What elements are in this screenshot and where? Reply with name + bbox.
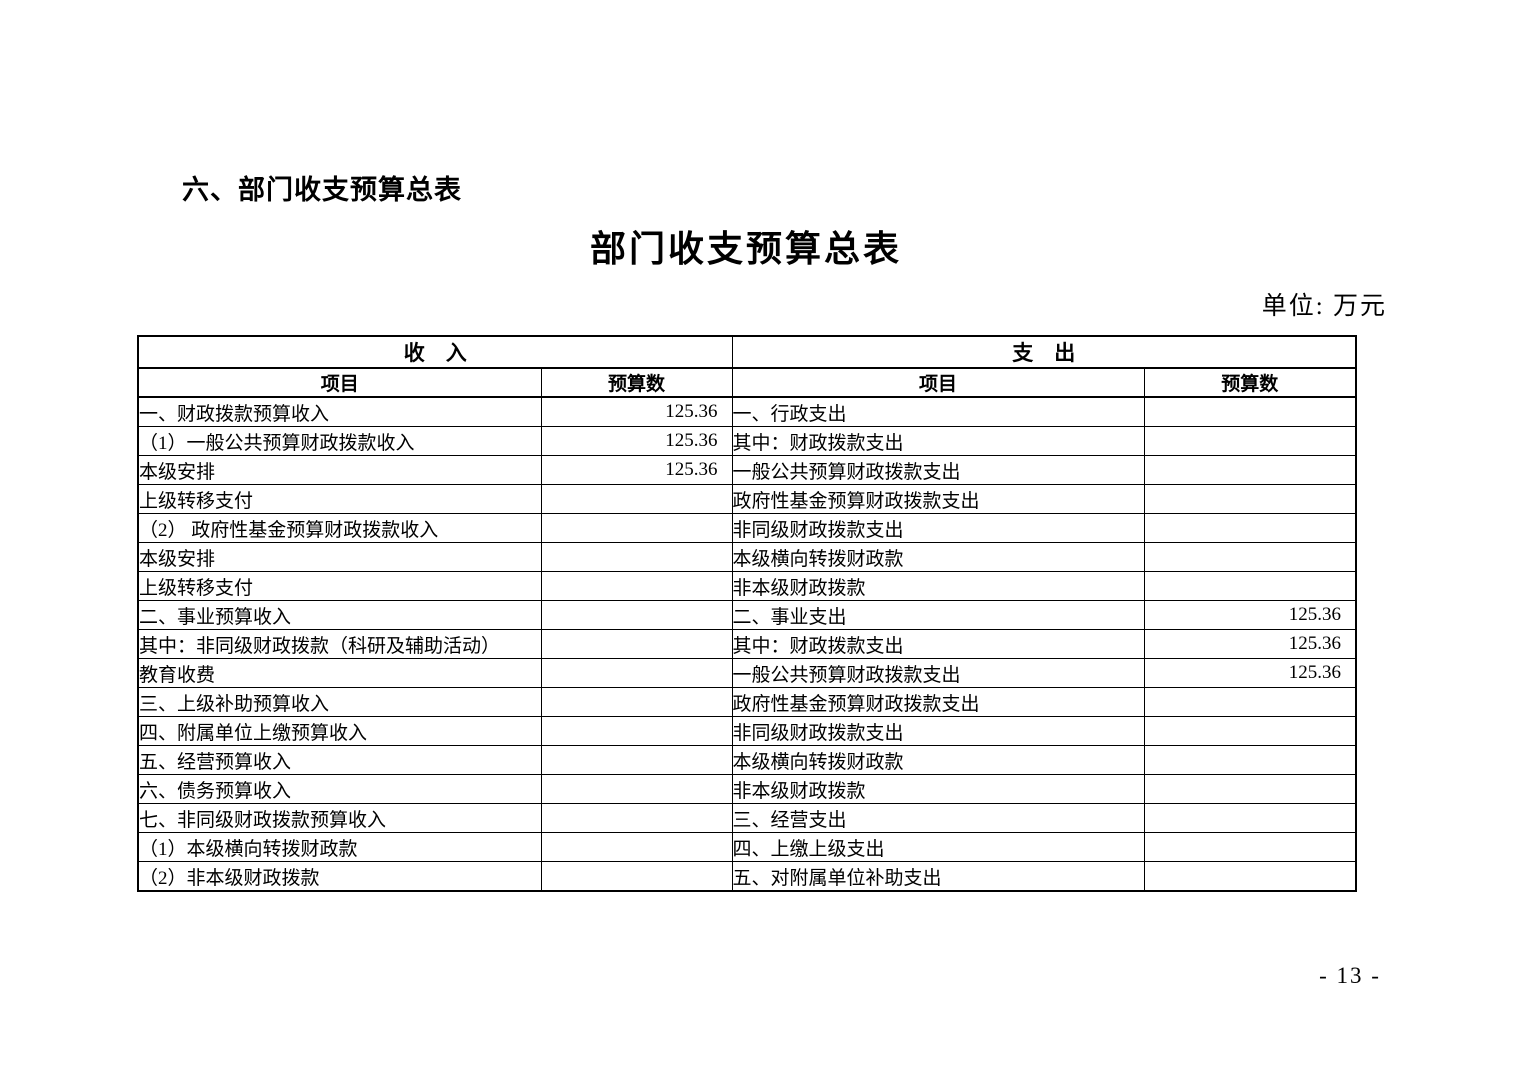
table-row: 本级安排 本级横向转拨财政款 [137, 542, 1357, 572]
page-number: - 13 - [1319, 963, 1381, 988]
table-column-header-row: 项目 预算数 项目 预算数 [137, 367, 1357, 398]
income-value-cell [540, 484, 733, 514]
income-value-cell [540, 803, 733, 833]
expense-item-column-header: 项目 [731, 367, 1145, 398]
expense-value-cell [1143, 716, 1357, 746]
expense-item-cell: 非本级财政拨款 [731, 774, 1145, 804]
income-item-cell: （1）本级横向转拨财政款 [137, 832, 542, 862]
expense-item-cell: 政府性基金预算财政拨款支出 [731, 484, 1145, 514]
expense-item-cell: 其中：财政拨款支出 [731, 629, 1145, 659]
expense-item-cell: 一般公共预算财政拨款支出 [731, 455, 1145, 485]
table-row: 六、债务预算收入 非本级财政拨款 [137, 774, 1357, 804]
income-value-cell: 125.36 [540, 426, 733, 456]
expense-value-cell [1143, 542, 1357, 572]
table-row: 七、非同级财政拨款预算收入 三、经营支出 [137, 803, 1357, 833]
income-value-cell [540, 600, 733, 630]
income-item-cell: 七、非同级财政拨款预算收入 [137, 803, 542, 833]
income-value-cell [540, 716, 733, 746]
expense-value-cell [1143, 745, 1357, 775]
expense-value-cell: 125.36 [1143, 629, 1357, 659]
income-item-cell: 二、事业预算收入 [137, 600, 542, 630]
expense-value-cell [1143, 687, 1357, 717]
table-row: 上级转移支付 非本级财政拨款 [137, 571, 1357, 601]
expense-item-cell: 五、对附属单位补助支出 [731, 861, 1145, 892]
table-row: 本级安排 125.36 一般公共预算财政拨款支出 [137, 455, 1357, 485]
expense-group-header: 支 出 [731, 335, 1357, 369]
income-item-cell: 教育收费 [137, 658, 542, 688]
expense-value-cell [1143, 803, 1357, 833]
income-value-cell [540, 687, 733, 717]
table-group-header-row: 收 入 支 出 [137, 335, 1357, 369]
expense-item-cell: 非同级财政拨款支出 [731, 513, 1145, 543]
table-row: （2）非本级财政拨款 五、对附属单位补助支出 [137, 861, 1357, 892]
income-item-cell: 上级转移支付 [137, 571, 542, 601]
income-item-cell: （2） 政府性基金预算财政拨款收入 [137, 513, 542, 543]
expense-value-cell [1143, 484, 1357, 514]
table-row: 一、财政拨款预算收入 125.36 一、行政支出 [137, 396, 1357, 427]
expense-value-cell [1143, 832, 1357, 862]
income-item-cell: 一、财政拨款预算收入 [137, 396, 542, 427]
expense-item-cell: 四、上缴上级支出 [731, 832, 1145, 862]
expense-item-cell: 二、事业支出 [731, 600, 1145, 630]
income-budget-column-header: 预算数 [540, 367, 733, 398]
table-row: 三、上级补助预算收入 政府性基金预算财政拨款支出 [137, 687, 1357, 717]
table-row: （2） 政府性基金预算财政拨款收入 非同级财政拨款支出 [137, 513, 1357, 543]
income-group-header: 收 入 [137, 335, 733, 369]
income-item-column-header: 项目 [137, 367, 542, 398]
income-item-cell: 三、上级补助预算收入 [137, 687, 542, 717]
income-value-cell [540, 832, 733, 862]
expense-value-cell [1143, 396, 1357, 427]
income-item-cell: 其中：非同级财政拨款（科研及辅助活动） [137, 629, 542, 659]
income-value-cell [540, 861, 733, 892]
unit-label: 单位: 万元 [1261, 293, 1387, 320]
table-row: 五、经营预算收入 本级横向转拨财政款 [137, 745, 1357, 775]
expense-item-cell: 本级横向转拨财政款 [731, 542, 1145, 572]
expense-item-cell: 一、行政支出 [731, 396, 1145, 427]
table-row: 教育收费 一般公共预算财政拨款支出 125.36 [137, 658, 1357, 688]
income-item-cell: 本级安排 [137, 455, 542, 485]
expense-item-cell: 非同级财政拨款支出 [731, 716, 1145, 746]
table-row: （1）本级横向转拨财政款 四、上缴上级支出 [137, 832, 1357, 862]
income-value-cell: 125.36 [540, 455, 733, 485]
income-item-cell: 本级安排 [137, 542, 542, 572]
income-value-cell [540, 774, 733, 804]
table-row: 其中：非同级财政拨款（科研及辅助活动） 其中：财政拨款支出 125.36 [137, 629, 1357, 659]
income-value-cell [540, 571, 733, 601]
expense-item-cell: 政府性基金预算财政拨款支出 [731, 687, 1145, 717]
expense-item-cell: 其中：财政拨款支出 [731, 426, 1145, 456]
expense-value-cell [1143, 774, 1357, 804]
table-row: 上级转移支付 政府性基金预算财政拨款支出 [137, 484, 1357, 514]
expense-value-cell [1143, 861, 1357, 892]
income-item-cell: 六、债务预算收入 [137, 774, 542, 804]
budget-table: 收 入 支 出 项目 预算数 项目 预算数 一、财政拨款预算收入 125.36 一、… [137, 335, 1357, 892]
income-item-cell: （1）一般公共预算财政拨款收入 [137, 426, 542, 456]
expense-value-cell: 125.36 [1143, 658, 1357, 688]
expense-value-cell [1143, 513, 1357, 543]
table-row: 二、事业预算收入 二、事业支出 125.36 [137, 600, 1357, 630]
section-heading: 六、部门收支预算总表 [182, 175, 462, 205]
expense-value-cell [1143, 426, 1357, 456]
income-item-cell: （2）非本级财政拨款 [137, 861, 542, 892]
income-item-cell: 五、经营预算收入 [137, 745, 542, 775]
expense-item-cell: 非本级财政拨款 [731, 571, 1145, 601]
expense-budget-column-header: 预算数 [1143, 367, 1357, 398]
income-value-cell [540, 745, 733, 775]
income-value-cell [540, 629, 733, 659]
expense-item-cell: 本级横向转拨财政款 [731, 745, 1145, 775]
expense-item-cell: 一般公共预算财政拨款支出 [731, 658, 1145, 688]
expense-value-cell [1143, 455, 1357, 485]
income-value-cell [540, 513, 733, 543]
income-value-cell [540, 542, 733, 572]
table-row: （1）一般公共预算财政拨款收入 125.36 其中：财政拨款支出 [137, 426, 1357, 456]
expense-item-cell: 三、经营支出 [731, 803, 1145, 833]
expense-value-cell: 125.36 [1143, 600, 1357, 630]
income-item-cell: 四、附属单位上缴预算收入 [137, 716, 542, 746]
expense-value-cell [1143, 571, 1357, 601]
income-value-cell [540, 658, 733, 688]
table-title: 部门收支预算总表 [589, 229, 902, 269]
income-item-cell: 上级转移支付 [137, 484, 542, 514]
table-row: 四、附属单位上缴预算收入 非同级财政拨款支出 [137, 716, 1357, 746]
income-value-cell: 125.36 [540, 396, 733, 427]
